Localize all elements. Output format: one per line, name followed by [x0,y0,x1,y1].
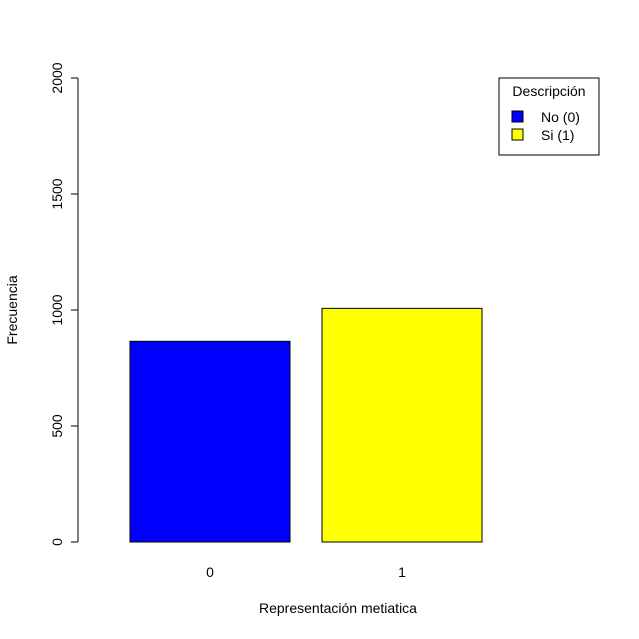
legend-title: Descripción [512,83,585,99]
y-tick-label-1500: 1500 [49,178,65,209]
y-tick-label-500: 500 [49,414,65,438]
bars [129,307,483,543]
x-tick-label-1: 1 [398,564,406,580]
y-tick-label-2000: 2000 [49,62,65,93]
x-axis-label: Representación metiatica [259,600,417,616]
legend-swatch-0 [511,110,524,123]
y-axis-label: Frecuencia [4,275,20,344]
bar-0 [129,340,291,543]
legend: Descripción No (0) Si (1) [498,77,600,156]
legend-label-1: Si (1) [541,127,574,143]
x-tick-label-0: 0 [206,564,214,580]
legend-label-0: No (0) [541,109,580,125]
y-axis: 0 500 1000 1500 2000 [49,62,79,546]
y-tick-label-1000: 1000 [49,294,65,325]
y-tick-label-0: 0 [49,538,65,546]
bar-1 [321,307,483,543]
legend-swatch-1 [511,128,524,141]
